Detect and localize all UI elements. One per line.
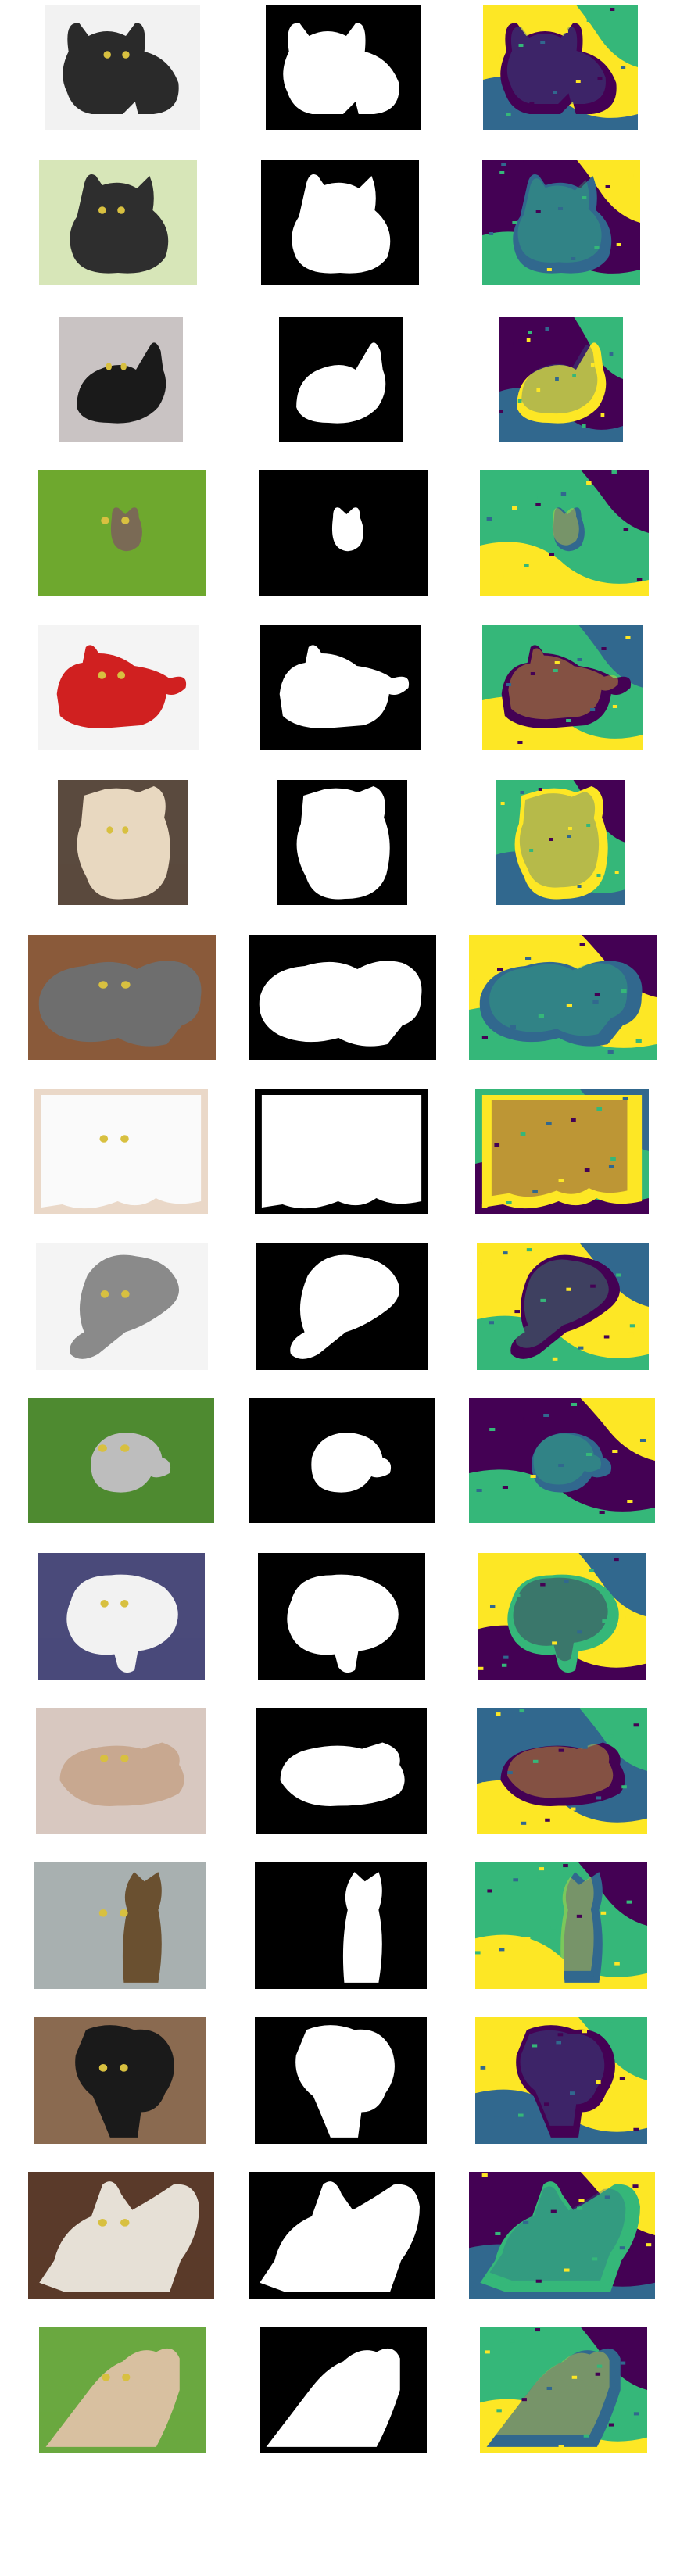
- photo-white-cat-curled: [34, 1089, 208, 1214]
- photo-kitten-by-lamp: [36, 1708, 206, 1834]
- photo-kitten-on-red-bed: [38, 625, 199, 750]
- segmentation-calico-kitten: [469, 2172, 655, 2299]
- photo-black-and-white-kittens: [45, 5, 200, 130]
- segmentation-persian-cat: [496, 780, 625, 905]
- photo-white-kitten-on-blanket: [38, 1553, 205, 1680]
- photo-silver-tabby-lying: [36, 1243, 208, 1370]
- segmentation-tabby-cat-standing: [475, 1862, 647, 1989]
- segmentation-black-fluffy-kitten: [482, 160, 640, 285]
- segmentation-kitten-on-red-bed: [482, 625, 643, 750]
- mask-white-cat-curled: [255, 1089, 428, 1214]
- mask-white-kitten-on-blanket: [258, 1553, 425, 1680]
- mask-kitten-on-red-bed: [260, 625, 421, 750]
- mask-kitten-in-grass: [259, 470, 428, 596]
- photo-black-kitten-on-blanket: [59, 317, 183, 442]
- segmentation-black-and-white-kitten-pair: [475, 2017, 647, 2144]
- photo-calico-kitten: [28, 2172, 214, 2299]
- mask-kitten-on-lawn: [249, 1398, 435, 1523]
- photo-persian-cat: [58, 780, 188, 905]
- photo-black-fluffy-kitten: [39, 160, 197, 285]
- segmentation-kitten-on-lawn: [469, 1398, 655, 1523]
- segmentation-black-and-white-kittens: [483, 5, 638, 130]
- segmentation-white-kitten-on-blanket: [478, 1553, 646, 1680]
- mask-tabby-cat-sleeping: [249, 935, 436, 1060]
- mask-black-and-white-kittens: [266, 5, 421, 130]
- mask-black-and-white-kitten-pair: [255, 2017, 427, 2144]
- mask-calico-kitten: [249, 2172, 435, 2299]
- photo-black-and-white-kitten-pair: [34, 2017, 206, 2144]
- segmentation-kitten-by-lamp: [477, 1708, 647, 1834]
- segmentation-tabby-cat-sleeping: [469, 935, 657, 1060]
- mask-tabby-cat-standing: [255, 1862, 427, 1989]
- segmentation-calico-closeup: [480, 2327, 647, 2453]
- segmentation-black-kitten-on-blanket: [499, 317, 623, 442]
- photo-kitten-in-grass: [38, 470, 206, 596]
- segmentation-kitten-in-grass: [480, 470, 649, 596]
- mask-persian-cat: [277, 780, 407, 905]
- mask-silver-tabby-lying: [256, 1243, 428, 1370]
- segmentation-silver-tabby-lying: [477, 1243, 649, 1370]
- mask-black-kitten-on-blanket: [279, 317, 403, 442]
- segmentation-white-cat-curled: [475, 1089, 649, 1214]
- photo-tabby-cat-standing: [34, 1862, 206, 1989]
- photo-calico-closeup: [39, 2327, 206, 2453]
- photo-tabby-cat-sleeping: [28, 935, 216, 1060]
- mask-calico-closeup: [260, 2327, 427, 2453]
- mask-kitten-by-lamp: [256, 1708, 427, 1834]
- photo-kitten-on-lawn: [28, 1398, 214, 1523]
- mask-black-fluffy-kitten: [261, 160, 419, 285]
